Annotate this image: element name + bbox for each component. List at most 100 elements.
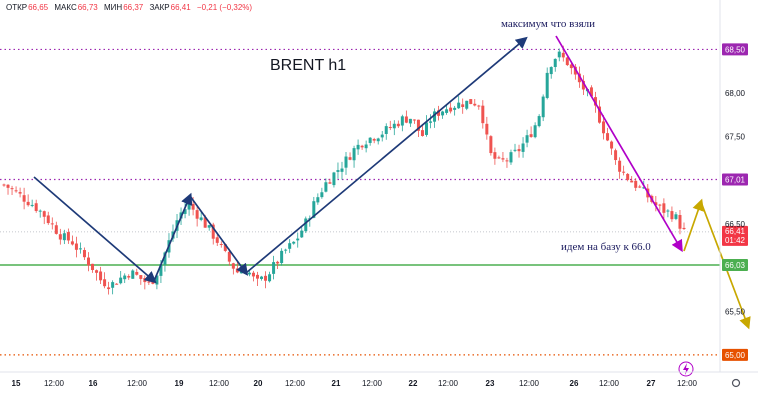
arrow-forecast-up [683,198,704,252]
candle-body [658,204,662,206]
candle-body [545,72,549,98]
candle-body [412,119,416,121]
candle-body [34,203,38,211]
candle-body [497,157,501,159]
candle-body [332,172,336,186]
candle-body [642,187,646,189]
candle-body [235,268,239,273]
x-tick-label: 12:00 [519,379,540,388]
candle-body [247,272,251,275]
candlesticks [2,45,686,295]
candle-body [481,105,485,124]
candle-body [449,107,453,112]
candle-body [312,201,316,218]
candle-body [215,237,219,243]
close-label: ЗАКР [149,3,170,12]
candle-body [272,262,276,274]
candle-body [569,64,573,69]
candle-body [352,148,356,161]
candle-body [239,271,243,274]
low-label: МИН [104,3,123,12]
candle-body [348,157,352,160]
y-tick-label: 68,00 [725,89,746,98]
x-tick-label: 12:00 [599,379,620,388]
candle-body [517,149,521,152]
candle-body [6,184,10,188]
candle-body [437,110,441,116]
candle-body [300,230,304,238]
x-tick-label: 16 [89,379,98,388]
candle-body [159,264,163,276]
candle-body [163,252,167,265]
candle-body [143,278,147,283]
candle-body [429,121,433,123]
level-label-base: 66,03 [725,261,746,270]
candle-body [388,126,392,129]
candle-body [344,156,348,168]
candle-body [183,209,187,214]
candle-body [139,275,143,279]
current-price-label: 66,41 [725,227,746,236]
candle-body [10,188,14,190]
candle-body [50,223,54,225]
candle-body [376,138,380,142]
candle-body [368,137,372,143]
candle-body [187,203,191,210]
candle-body [541,96,545,118]
candle-body [441,111,445,116]
candle-body [280,250,284,264]
x-tick-label: 12:00 [677,379,698,388]
close-value: 66,41 [170,3,191,12]
current-price-badge [722,225,748,246]
high-label: МАКС [54,3,77,12]
candle-body [2,184,6,186]
candle-body [18,192,22,194]
candle-body [593,97,597,106]
candle-body [634,180,638,188]
candle-body [457,102,461,109]
candle-body [131,270,135,279]
candle-body [420,130,424,136]
candle-body [155,275,159,285]
level-badge-resistance [722,173,748,186]
x-tick-label: 12:00 [209,379,230,388]
candle-body [107,287,111,290]
candle-body [135,271,139,275]
candle-body [195,210,199,219]
candle-body [356,144,360,150]
candle-body [219,243,223,245]
candle-body [324,182,328,192]
x-tick-label: 20 [254,379,263,388]
candle-body [260,276,264,279]
candle-body [70,241,74,245]
candle-body [147,281,151,283]
high-value: 66,73 [77,3,98,12]
x-tick-label: 12:00 [438,379,459,388]
candle-body [674,214,678,219]
candle-body [654,202,658,206]
candle-body [340,168,344,172]
candle-body [602,121,606,134]
candle-body [678,215,682,229]
candle-body [199,217,203,220]
candle-body [465,100,469,109]
candle-body [525,135,529,143]
x-tick-label: 12:00 [44,379,65,388]
candle-body [82,250,86,258]
candle-body [424,122,428,135]
candle-body [30,204,34,206]
candle-body [296,238,300,241]
trend-arrows [33,35,751,330]
candle-body [384,126,388,134]
level-badge-maximum [722,43,748,56]
arrow-up-2 [245,36,528,274]
level-badge-base [722,259,748,272]
candle-body [493,152,497,159]
candle-body [95,270,99,273]
candle-body [14,190,18,192]
candle-body [533,125,537,138]
chart-title: BRENT h1 [270,57,346,74]
candle-body [670,211,674,220]
